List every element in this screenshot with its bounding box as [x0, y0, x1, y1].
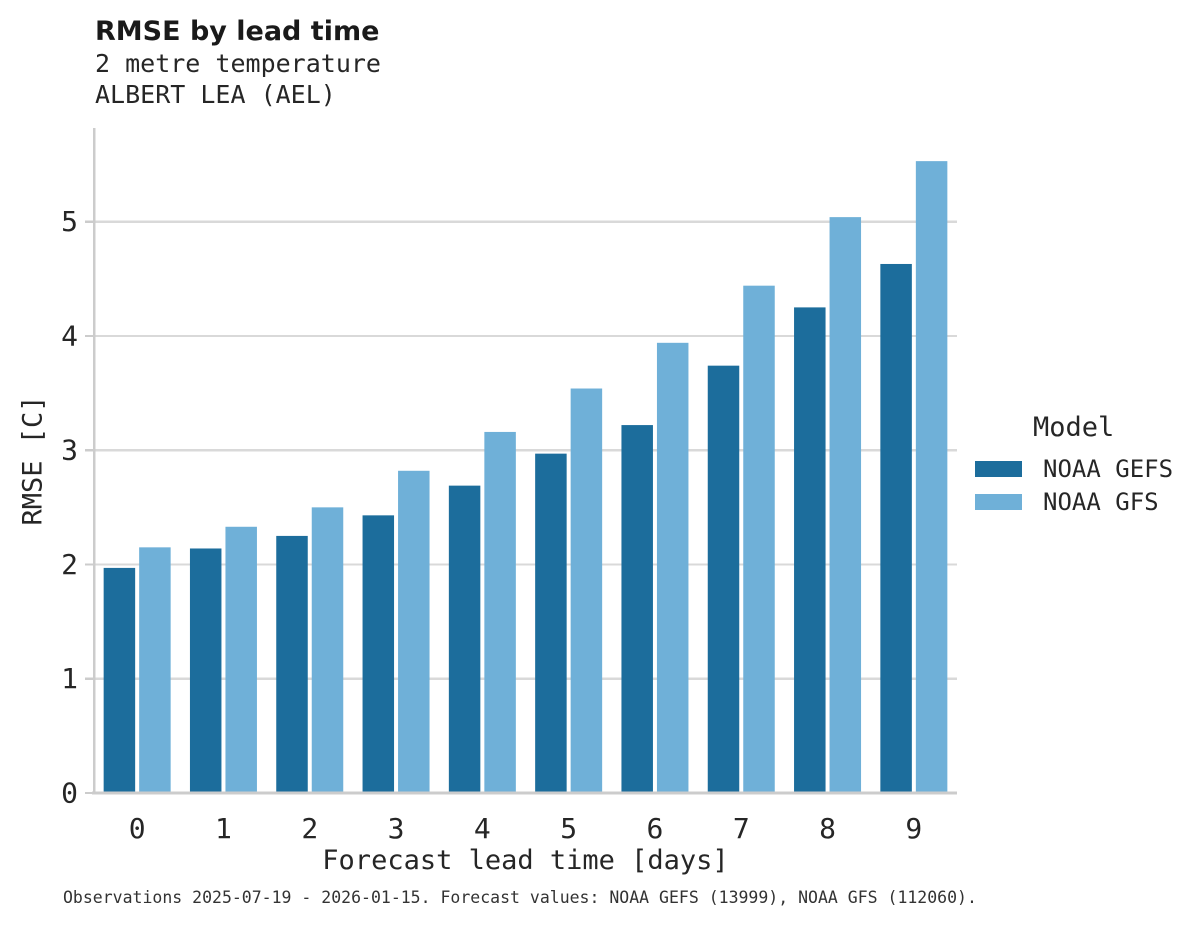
x-tick-label: 8 — [819, 812, 836, 845]
y-tick-label: 1 — [61, 662, 78, 695]
bar-noaa-gfs-lead4 — [484, 431, 516, 793]
chart-subtitle-station: ALBERT LEA (AEL) — [95, 80, 336, 109]
bar-noaa-gefs-lead3 — [362, 515, 395, 793]
x-tick-label: 7 — [733, 812, 750, 845]
legend-label-noaa-gefs: NOAA GEFS — [1043, 454, 1174, 483]
bar-noaa-gefs-lead7 — [707, 365, 740, 793]
bar-noaa-gfs-lead7 — [743, 285, 775, 793]
legend-title: Model — [1033, 412, 1115, 443]
x-tick-label: 4 — [474, 812, 491, 845]
y-tick-label: 5 — [61, 205, 78, 238]
y-tick-label: 2 — [61, 548, 78, 581]
chart-title: RMSE by lead time — [95, 16, 380, 47]
bar-noaa-gfs-lead2 — [311, 507, 344, 793]
bar-noaa-gfs-lead9 — [915, 161, 948, 793]
legend-swatch-noaa-gfs — [975, 493, 1022, 510]
bar-noaa-gfs-lead5 — [570, 388, 603, 793]
bar-noaa-gefs-lead2 — [276, 535, 308, 793]
x-tick-label: 1 — [215, 812, 232, 845]
bar-noaa-gefs-lead0 — [103, 567, 136, 793]
legend-entry-noaa-gfs: NOAA GFS — [975, 487, 1190, 516]
bar-noaa-gfs-lead6 — [656, 342, 689, 793]
y-tick-label: 0 — [61, 777, 78, 810]
y-tick-label: 3 — [61, 434, 78, 467]
legend: Model NOAA GEFS NOAA GFS — [975, 412, 1190, 523]
bar-noaa-gefs-lead1 — [189, 548, 222, 793]
bar-noaa-gefs-lead4 — [448, 485, 481, 793]
title-block: RMSE by lead time 2 metre temperature AL… — [95, 16, 381, 110]
x-tick-label: 0 — [129, 812, 146, 845]
bar-noaa-gefs-lead8 — [794, 307, 826, 793]
x-tick-label: 9 — [905, 812, 922, 845]
y-axis-label: RMSE [C] — [17, 395, 49, 526]
footer-note: Observations 2025-07-19 - 2026-01-15. Fo… — [63, 888, 977, 907]
bar-noaa-gefs-lead5 — [535, 453, 567, 793]
x-tick-label: 3 — [388, 812, 405, 845]
bar-noaa-gefs-lead9 — [880, 263, 912, 793]
legend-swatch-noaa-gefs — [975, 460, 1022, 477]
x-tick-label: 5 — [560, 812, 577, 845]
bar-noaa-gfs-lead3 — [398, 470, 430, 793]
legend-label-noaa-gfs: NOAA GFS — [1043, 487, 1159, 516]
bar-noaa-gefs-lead6 — [621, 425, 653, 793]
bar-noaa-gfs-lead8 — [829, 217, 862, 793]
x-tick-label: 2 — [301, 812, 318, 845]
legend-entry-noaa-gefs: NOAA GEFS — [975, 454, 1190, 483]
y-tick-label: 4 — [61, 319, 78, 352]
x-axis-label: Forecast lead time [days] — [322, 845, 729, 876]
bar-noaa-gfs-lead0 — [139, 547, 171, 793]
bar-noaa-gfs-lead1 — [225, 526, 257, 793]
x-tick-label: 6 — [647, 812, 664, 845]
chart-subtitle-variable: 2 metre temperature — [95, 49, 381, 78]
